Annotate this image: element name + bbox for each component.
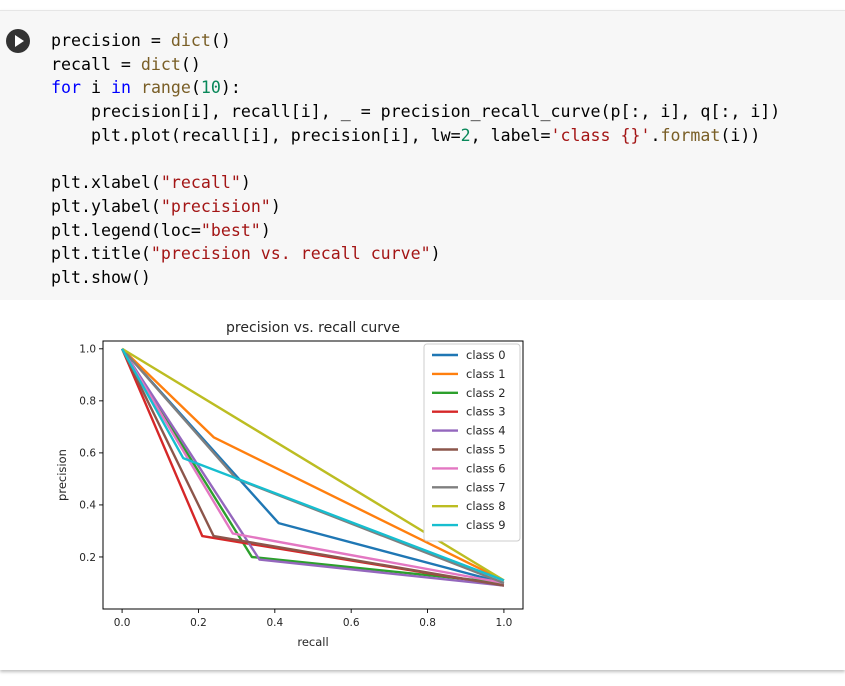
series-line-8 <box>121 347 505 582</box>
code-token: plt.xlabel( <box>51 173 161 193</box>
code-line: plt.legend(loc="best") <box>51 219 780 243</box>
code-token: plt.show() <box>51 267 151 287</box>
notebook-cell: precision = dict() recall = dict() for i i… <box>0 10 845 670</box>
pr-curve-chart: precision vs. recall curve recall precisio… <box>40 310 540 660</box>
legend-label-8: class 8 <box>466 499 506 513</box>
code-token: ): <box>220 78 241 98</box>
legend-label-2: class 2 <box>466 386 506 400</box>
code-token: precision[i], recall[i], _ = precision_r… <box>51 102 781 122</box>
x-tick-label: 0.6 <box>343 617 360 629</box>
legend-label-6: class 6 <box>466 461 506 475</box>
legend-label-3: class 3 <box>466 405 506 419</box>
code-line: recall = dict() <box>51 53 780 77</box>
code-token: . <box>650 125 661 145</box>
code-token: ( <box>190 78 201 98</box>
code-token: () <box>180 54 201 74</box>
code-line: precision = dict() <box>51 29 780 53</box>
code-line: precision[i], recall[i], _ = precision_r… <box>51 100 780 124</box>
code-text[interactable]: precision = dict() recall = dict() for i i… <box>51 29 780 290</box>
cell-output: precision vs. recall curve recall precisio… <box>40 310 540 660</box>
x-tick-label: 0.0 <box>114 617 131 629</box>
code-token: () <box>210 31 231 50</box>
series-line-2 <box>121 348 505 585</box>
code-token <box>131 78 141 97</box>
code-token: "precision" <box>160 196 271 216</box>
legend: class 0 class 1 class 2 class 3 class 4 class… <box>423 343 521 542</box>
legend-label-5: class 5 <box>466 443 506 457</box>
code-token: ) <box>240 173 251 193</box>
y-tick-label: 0.2 <box>79 552 96 564</box>
legend-label-9: class 9 <box>466 518 506 532</box>
y-tick-label: 0.4 <box>79 500 96 512</box>
y-axis-label: precision <box>55 449 69 501</box>
chart-title: precision vs. recall curve <box>226 320 400 336</box>
x-tick-label: 0.4 <box>266 617 283 629</box>
code-token: i <box>80 78 111 98</box>
code-token: "best" <box>200 220 261 240</box>
series-line-1 <box>121 347 505 582</box>
code-token: precision = <box>51 31 171 50</box>
code-token: plt.title( <box>51 244 151 264</box>
legend-label-7: class 7 <box>466 480 506 494</box>
series-line-6 <box>121 348 505 585</box>
series-line-5 <box>121 348 505 587</box>
code-line: plt.plot(recall[i], precision[i], lw=2, … <box>51 124 780 148</box>
series-line-4 <box>121 348 505 587</box>
code-token: for <box>51 78 81 98</box>
code-token: "precision vs. recall curve" <box>150 244 431 264</box>
code-token: in <box>110 78 131 98</box>
y-tick-label: 0.8 <box>79 396 96 408</box>
legend-label-0: class 0 <box>466 348 506 362</box>
code-token: ) <box>430 244 441 264</box>
code-line: plt.title("precision vs. recall curve") <box>51 242 780 266</box>
code-token: format <box>660 125 721 145</box>
series-group <box>120 347 505 587</box>
code-token: plt.legend(loc= <box>51 220 201 240</box>
code-token: dict <box>170 31 211 50</box>
code-line <box>51 147 780 171</box>
code-token: ) <box>270 196 281 216</box>
code-token: ) <box>260 220 271 240</box>
x-tick-label: 1.0 <box>496 617 513 629</box>
legend-label-1: class 1 <box>466 367 506 381</box>
code-editor[interactable]: precision = dict() recall = dict() for i i… <box>0 10 845 300</box>
x-tick-label: 0.2 <box>190 617 207 629</box>
code-token: 2 <box>460 125 471 145</box>
plot-frame <box>102 340 524 610</box>
code-line: plt.show() <box>51 266 780 290</box>
legend-label-4: class 4 <box>466 424 506 438</box>
run-cell-button[interactable] <box>6 29 30 53</box>
code-token: , label= <box>470 125 551 145</box>
code-line: for i in range(10): <box>51 76 780 100</box>
code-line: plt.ylabel("precision") <box>51 195 780 219</box>
code-token: 'class {}' <box>550 125 651 145</box>
code-token: dict <box>140 54 181 74</box>
code-token: recall = <box>51 54 141 74</box>
code-token: range <box>140 78 191 98</box>
code-token: plt.plot(recall[i], precision[i], lw= <box>51 125 461 145</box>
code-line: plt.xlabel("recall") <box>51 171 780 195</box>
code-token: "recall" <box>160 173 241 193</box>
code-token: plt.ylabel( <box>51 196 161 216</box>
y-tick-label: 0.6 <box>79 448 96 460</box>
x-axis-label: recall <box>297 635 328 649</box>
code-token: (i)) <box>720 125 761 145</box>
y-tick-label: 1.0 <box>79 344 96 356</box>
series-line-9 <box>121 348 505 582</box>
code-token: 10 <box>200 78 221 98</box>
x-tick-label: 0.8 <box>419 617 436 629</box>
